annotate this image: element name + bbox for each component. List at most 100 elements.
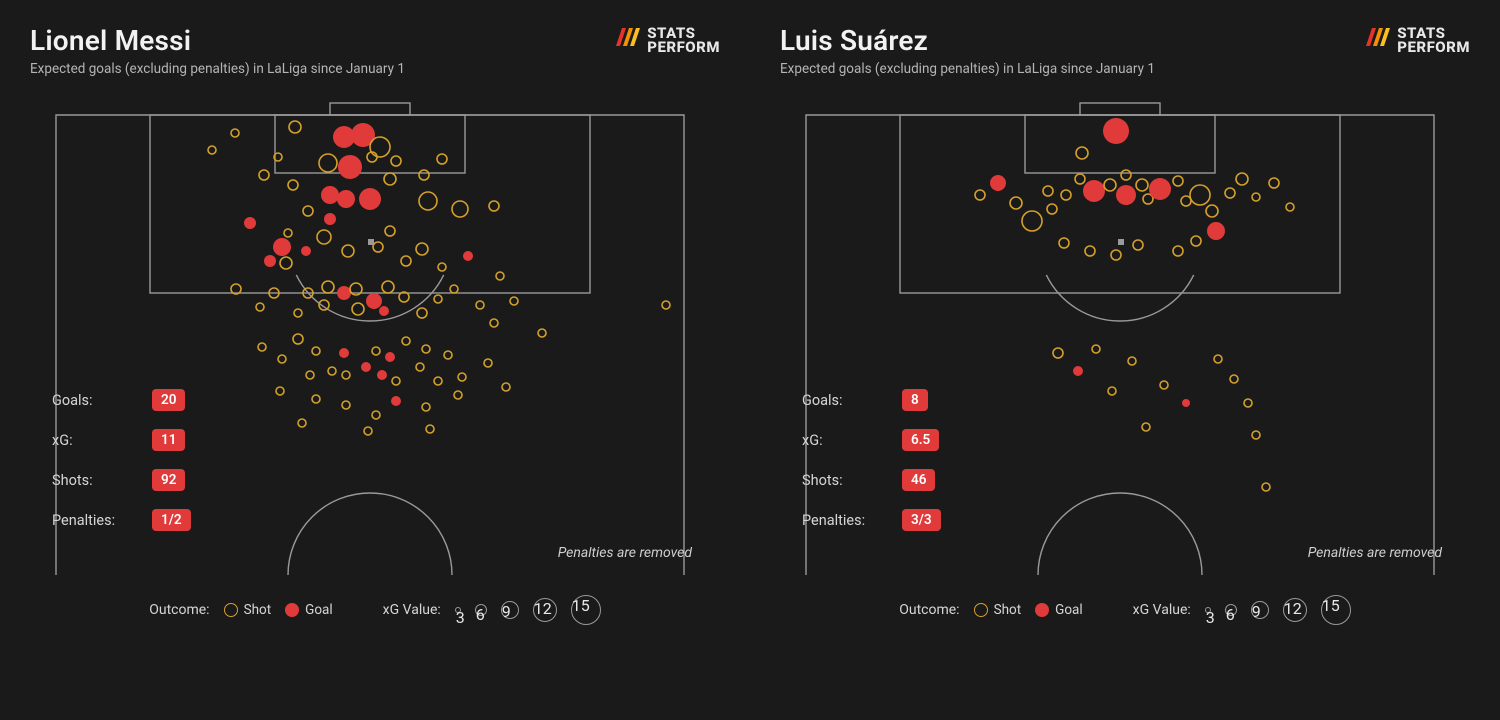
shot-marker-goal	[1207, 222, 1225, 240]
shot-marker	[450, 285, 458, 293]
shot-marker-goal	[1083, 180, 1105, 202]
stats-overlay: Goals:20 xG:11 Shots:92 Penalties:1/2	[30, 371, 191, 585]
brand-logo: STATSPERFORM	[613, 24, 720, 56]
legend-goal-label: Goal	[1055, 602, 1083, 618]
shot-marker	[1128, 357, 1136, 365]
shot-marker	[422, 403, 430, 411]
shot-marker	[416, 243, 428, 255]
shot-marker	[1190, 185, 1210, 205]
stat-row: Goals:20	[52, 389, 191, 411]
shot-marker	[384, 173, 396, 185]
shot-marker	[1022, 211, 1042, 231]
legend: Outcome:ShotGoalxG Value:3691215	[30, 595, 720, 625]
shot-marker	[293, 334, 303, 344]
shot-marker	[1010, 197, 1022, 209]
brand-line2: PERFORM	[1397, 40, 1470, 54]
stat-row: Shots:46	[802, 469, 941, 491]
stat-badge: 46	[902, 469, 935, 491]
stat-badge: 1/2	[152, 509, 191, 531]
panel-subtitle: Expected goals (excluding penalties) in …	[780, 61, 1155, 77]
shot-marker	[476, 301, 484, 309]
stat-row: xG:11	[52, 429, 191, 451]
panel-header: Luis Suárez Expected goals (excluding pen…	[780, 24, 1470, 77]
xg-size-icon: 9	[1251, 601, 1269, 619]
shot-marker-goal	[990, 175, 1006, 191]
shot-marker-goal	[301, 246, 311, 256]
shot-marker	[1059, 238, 1069, 248]
shot-marker	[458, 373, 466, 381]
legend-xg-title: xG Value:	[1133, 602, 1191, 618]
goal-icon	[285, 603, 299, 617]
xg-size-icon: 3	[455, 607, 461, 613]
shot-marker-goal	[366, 293, 382, 309]
shot-marker	[1173, 246, 1183, 256]
shot-marker	[391, 156, 401, 166]
shot-marker	[1075, 174, 1085, 184]
shot-marker	[298, 419, 306, 427]
legend: Outcome:ShotGoalxG Value:3691215	[780, 595, 1470, 625]
shot-marker	[490, 319, 498, 327]
shot-marker	[278, 355, 286, 363]
stat-row: Shots:92	[52, 469, 191, 491]
shot-marker-goal	[377, 370, 387, 380]
shot-marker	[419, 170, 429, 180]
shot-marker-goal	[324, 213, 336, 225]
pitch-wrap: Goals:20 xG:11 Shots:92 Penalties:1/2Penalt…	[30, 91, 720, 585]
brand-text: STATSPERFORM	[647, 26, 720, 55]
legend-outcome-title: Outcome:	[149, 602, 209, 618]
shot-marker	[434, 295, 442, 303]
shot-marker-goal	[1149, 178, 1171, 200]
shot-marker	[1262, 483, 1270, 491]
shot-marker	[1252, 431, 1260, 439]
shot-marker	[1053, 348, 1063, 358]
legend-item-goal: Goal	[285, 602, 333, 618]
shot-marker	[402, 337, 410, 345]
shot-marker	[1142, 423, 1150, 431]
stat-label: Goals:	[802, 392, 902, 409]
stat-badge: 8	[902, 389, 928, 411]
shot-marker	[303, 206, 313, 216]
legend-shot-label: Shot	[244, 602, 272, 618]
shot-marker-goal	[379, 306, 389, 316]
legend-outcome: Outcome: Shot Goal	[149, 602, 332, 618]
shot-marker	[208, 146, 216, 154]
shot-marker	[1061, 190, 1071, 200]
shot-marker	[1133, 240, 1143, 250]
xg-size-icon: 9	[501, 601, 519, 619]
shot-marker	[419, 192, 437, 210]
shot-marker	[1252, 193, 1260, 201]
shot-marker-goal	[244, 217, 256, 229]
shot-marker-goal	[337, 286, 351, 300]
shot-marker-goal	[1103, 118, 1129, 144]
stat-badge: 6.5	[902, 429, 939, 451]
shot-marker	[437, 154, 447, 164]
shot-marker	[1173, 176, 1183, 186]
shot-marker	[342, 245, 354, 257]
shot-marker	[342, 401, 350, 409]
shot-marker	[372, 347, 380, 355]
player-name: Luis Suárez	[780, 24, 1155, 57]
shot-marker	[328, 367, 336, 375]
shot-marker	[1244, 399, 1252, 407]
shot-marker	[1236, 173, 1248, 185]
legend-shot-label: Shot	[994, 602, 1022, 618]
shot-marker-goal	[321, 186, 339, 204]
shot-marker-goal	[359, 188, 381, 210]
shot-marker	[1047, 204, 1057, 214]
legend-xg: xG Value:3691215	[1133, 595, 1351, 625]
shot-marker-goal	[361, 362, 371, 372]
xg-panel: Luis Suárez Expected goals (excluding pen…	[750, 0, 1500, 720]
shot-marker-goal	[385, 352, 395, 362]
stat-row: Penalties:1/2	[52, 509, 191, 531]
panel-header: Lionel MessiExpected goals (excluding pe…	[30, 24, 720, 77]
legend-item-shot: Shot	[224, 602, 272, 618]
shot-marker	[662, 301, 670, 309]
shot-marker-goal	[338, 155, 362, 179]
shot-marker	[438, 263, 446, 271]
stat-label: Penalties:	[802, 512, 902, 529]
xg-size-icon: 6	[1225, 604, 1237, 616]
shot-marker	[259, 170, 269, 180]
stat-label: xG:	[802, 432, 902, 449]
shot-marker	[319, 154, 337, 172]
shot-marker	[276, 387, 284, 395]
